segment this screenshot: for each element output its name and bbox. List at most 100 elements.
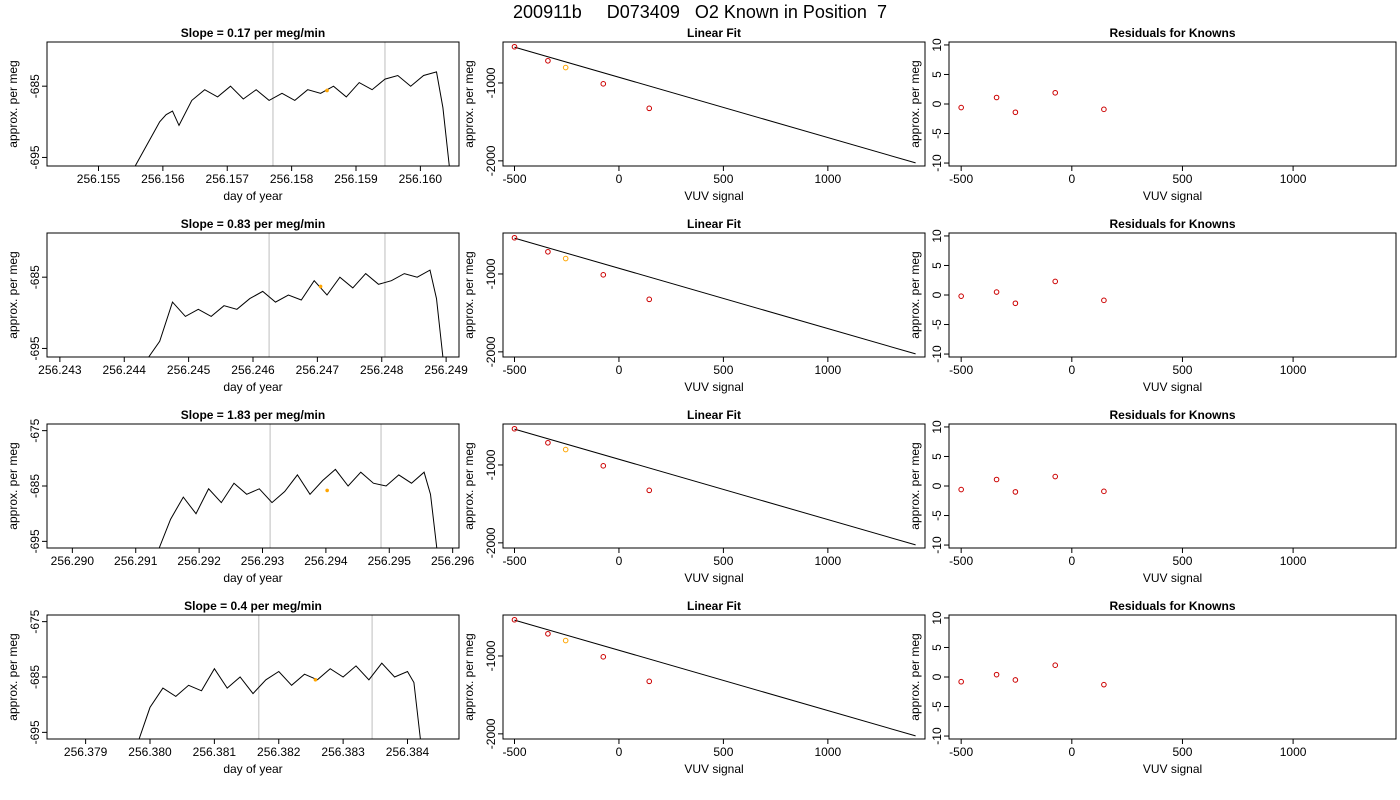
chart-9-ylabel: approx. per meg xyxy=(6,633,20,720)
chart-4-xtick-label-3: 1000 xyxy=(815,363,842,377)
chart-5-point-2 xyxy=(1012,300,1019,307)
chart-6-xtick-label-5: 256.295 xyxy=(368,554,412,568)
chart-1-xtick-label-1: 0 xyxy=(616,172,623,186)
chart-3-xtick-label-6: 256.249 xyxy=(424,363,468,377)
chart-11-ylabel: approx. per meg xyxy=(908,633,922,720)
chart-0-xtick-label-0: 256.155 xyxy=(77,172,121,186)
chart-1-point-1 xyxy=(545,57,551,64)
chart-8-title: Residuals for Knowns xyxy=(1109,408,1235,422)
chart-0-xtick-label-3: 256.158 xyxy=(270,172,314,186)
chart-6-marker xyxy=(325,488,329,493)
chart-3-ytick-label-0: -685 xyxy=(28,265,42,289)
chart-7-xtick-label-2: 500 xyxy=(713,554,733,568)
chart-10-point-4 xyxy=(646,678,653,685)
chart-9-ytick-label-2: -695 xyxy=(28,720,42,744)
chart-4-fit-line xyxy=(514,237,916,355)
chart-11-point-2 xyxy=(1012,677,1019,683)
chart-7-ylabel: approx. per meg xyxy=(462,442,476,529)
chart-8-point-0 xyxy=(958,486,964,493)
chart-11-point-1 xyxy=(993,671,1000,678)
chart-4-xtick-label-2: 500 xyxy=(713,363,733,377)
chart-0-ytick-label-0: -685 xyxy=(28,74,42,98)
chart-1-fit-line xyxy=(514,46,916,164)
chart-9-xtick-label-2: 256.381 xyxy=(193,745,237,759)
chart-4-point-2 xyxy=(562,255,569,262)
chart-1-point-4 xyxy=(646,105,653,112)
chart-1-xtick-label-0: -500 xyxy=(502,172,526,186)
chart-3-series-line-0 xyxy=(148,269,444,357)
chart-7-ytick-label-0: -1000 xyxy=(484,449,498,480)
chart-5-frame xyxy=(948,232,1397,358)
chart-7-frame xyxy=(502,423,926,549)
chart-4-frame xyxy=(502,232,926,358)
chart-5-xtick-label-3: 1000 xyxy=(1280,363,1307,377)
chart-1-xtick-label-2: 500 xyxy=(713,172,733,186)
chart-7-xtick-label-1: 0 xyxy=(616,554,623,568)
chart-2-point-0 xyxy=(958,104,964,111)
chart-4-point-4 xyxy=(646,296,653,303)
chart-9-title: Slope = 0.4 per meg/min xyxy=(184,599,322,613)
chart-3-title: Slope = 0.83 per meg/min xyxy=(181,217,325,231)
chart-8-xtick-label-3: 1000 xyxy=(1280,554,1307,568)
chart-11-ytick-label-4: -10 xyxy=(930,727,944,745)
chart-6-xtick-label-0: 256.290 xyxy=(51,554,95,568)
chart-8-point-3 xyxy=(1052,473,1059,480)
chart-9-xtick-label-3: 256.382 xyxy=(257,745,301,759)
chart-1-point-3 xyxy=(600,81,607,87)
chart-8-xtick-label-1: 0 xyxy=(1068,554,1075,568)
chart-11-ytick-label-1: 5 xyxy=(930,644,944,651)
chart-0-frame xyxy=(46,41,460,167)
chart-11-frame xyxy=(948,614,1397,740)
chart-3-marker xyxy=(318,284,323,289)
chart-11-point-4 xyxy=(1101,681,1107,688)
chart-4-point-1 xyxy=(545,248,551,255)
chart-7-xtick-label-3: 1000 xyxy=(815,554,842,568)
chart-1-ylabel: approx. per meg xyxy=(462,60,476,147)
chart-5-point-1 xyxy=(993,289,1000,295)
chart-0-xtick-label-2: 256.157 xyxy=(206,172,250,186)
chart-1-xtick-label-3: 1000 xyxy=(815,172,842,186)
chart-5-xlabel: VUV signal xyxy=(1143,380,1202,394)
chart-9-xlabel: day of year xyxy=(223,762,282,776)
chart-4-ytick-label-1: -2000 xyxy=(484,336,498,367)
chart-9-ytick-label-1: -685 xyxy=(28,665,42,689)
chart-3-xtick-label-5: 256.248 xyxy=(360,363,404,377)
chart-10-fit-line xyxy=(514,619,916,737)
chart-10-title: Linear Fit xyxy=(687,599,741,613)
chart-7-point-1 xyxy=(545,439,551,446)
chart-8-ytick-label-1: 5 xyxy=(930,453,944,460)
chart-4-ylabel: approx. per meg xyxy=(462,251,476,338)
chart-8-ylabel: approx. per meg xyxy=(908,442,922,529)
chart-6-xtick-label-1: 256.291 xyxy=(114,554,158,568)
chart-4-point-0 xyxy=(511,234,518,241)
chart-3-ytick-label-1: -695 xyxy=(28,336,42,360)
chart-5-xtick-label-0: -500 xyxy=(949,363,973,377)
chart-2-title: Residuals for Knowns xyxy=(1109,26,1235,40)
chart-1-xlabel: VUV signal xyxy=(684,189,743,203)
chart-6-ytick-label-2: -695 xyxy=(28,529,42,553)
chart-2-ytick-label-0: 10 xyxy=(930,38,944,52)
chart-8-point-2 xyxy=(1012,489,1019,495)
chart-2-point-3 xyxy=(1052,89,1059,96)
chart-6-ylabel: approx. per meg xyxy=(6,442,20,529)
chart-5-point-0 xyxy=(958,293,964,299)
chart-0-xtick-label-1: 256.156 xyxy=(141,172,185,186)
chart-3-xtick-label-4: 256.247 xyxy=(296,363,340,377)
chart-11-ytick-label-3: -5 xyxy=(930,701,944,712)
chart-2-ytick-label-3: -5 xyxy=(930,128,944,139)
chart-9-marker xyxy=(313,677,318,682)
chart-2-point-1 xyxy=(993,94,1000,101)
chart-6-frame xyxy=(46,423,460,549)
chart-7-point-2 xyxy=(562,446,569,453)
chart-1-title: Linear Fit xyxy=(687,26,741,40)
chart-2-point-2 xyxy=(1012,109,1019,116)
figure-title: 200911b D073409 O2 Known in Position 7 xyxy=(513,2,887,22)
chart-8-ytick-label-3: -5 xyxy=(930,510,944,521)
chart-10-point-2 xyxy=(562,637,569,644)
chart-6-xlabel: day of year xyxy=(223,571,282,585)
chart-6-title: Slope = 1.83 per meg/min xyxy=(181,408,325,422)
chart-4-xtick-label-1: 0 xyxy=(616,363,623,377)
chart-10-ylabel: approx. per meg xyxy=(462,633,476,720)
chart-2-ytick-label-4: -10 xyxy=(930,154,944,172)
chart-8-ytick-label-0: 10 xyxy=(930,420,944,434)
